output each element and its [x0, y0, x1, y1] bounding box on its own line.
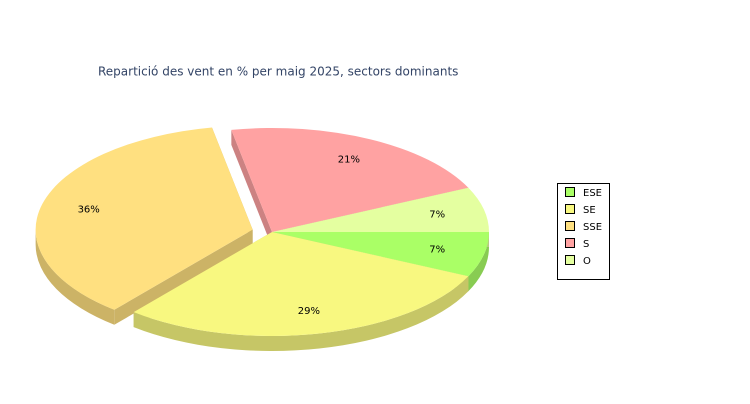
chart-title: Repartició des vent en % per maig 2025, … [98, 65, 458, 79]
data-label: 29% [298, 306, 320, 317]
legend-label: SE [583, 205, 596, 216]
legend-swatch [565, 255, 575, 265]
legend-swatch [565, 221, 575, 231]
slice [231, 128, 469, 232]
slice [272, 187, 489, 232]
slice [272, 232, 489, 277]
slice [133, 232, 469, 337]
legend-label: S [583, 239, 589, 250]
pie: 7% 29% 36% 21% 7% [35, 127, 489, 352]
slice [35, 127, 253, 310]
data-label: 7% [429, 245, 445, 256]
legend-swatch [565, 238, 575, 248]
data-label: 21% [338, 155, 360, 166]
slice-side [35, 229, 115, 325]
slice-side [468, 232, 489, 292]
legend-label: SSE [583, 222, 602, 233]
data-label: 7% [429, 209, 445, 220]
data-label: 36% [78, 204, 100, 215]
legend-swatch [565, 204, 575, 214]
legend: ESE SE SSE SO [565, 187, 602, 267]
slice-edge [231, 129, 272, 247]
slice-side [133, 276, 469, 352]
legend-label: ESE [583, 188, 602, 199]
legend-swatch [565, 187, 575, 197]
slice-edge [114, 229, 253, 325]
legend-label: O [583, 256, 591, 267]
